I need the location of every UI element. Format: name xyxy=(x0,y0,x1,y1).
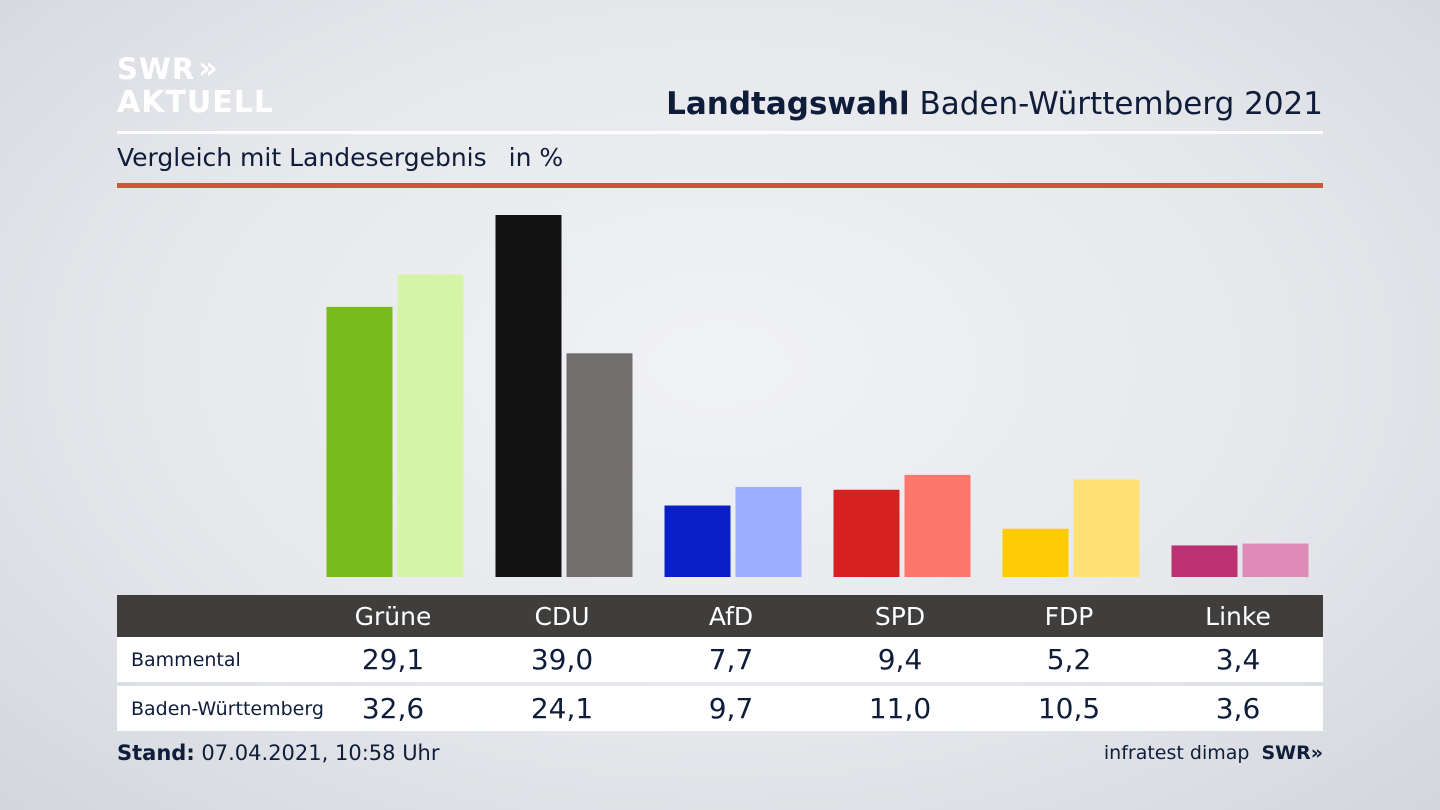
bar-fdp-landesergebnis xyxy=(1073,479,1140,577)
table-cell: 9,4 xyxy=(877,643,923,676)
accent-divider xyxy=(117,183,1323,188)
table-cell: 39,0 xyxy=(530,643,594,676)
swr-chevron-icon: » xyxy=(1310,742,1323,764)
row-label: Bammental xyxy=(131,648,241,671)
results-table: Grüne CDU AfD SPD FDP Linke Bammental 29… xyxy=(117,595,1323,731)
table-cell: 9,7 xyxy=(708,692,754,725)
bar-gruene-landesergebnis xyxy=(397,274,464,577)
swr-logo-text: SWR xyxy=(1261,742,1311,764)
bar-cdu-landesergebnis xyxy=(566,353,633,577)
table-row: Baden-Württemberg 32,6 24,1 9,7 11,0 10,… xyxy=(117,686,1323,731)
row-label: Baden-Württemberg xyxy=(131,697,324,720)
table-cell: 29,1 xyxy=(361,643,425,676)
swr-logo: SWR» xyxy=(1261,742,1323,764)
swr-aktuell-logo: SWR» AKTUELL xyxy=(117,54,274,118)
bar-spd-landesergebnis xyxy=(904,474,971,577)
table-cell: 7,7 xyxy=(708,643,754,676)
table-cell: 3,6 xyxy=(1215,692,1261,725)
table-cell: 10,5 xyxy=(1037,692,1101,725)
header-fdp: FDP xyxy=(1044,601,1094,631)
bar-spd-bammental xyxy=(833,489,900,577)
stand-label: Stand: xyxy=(117,741,195,765)
subtitle-label: Vergleich mit Landesergebnis xyxy=(117,143,487,172)
logo-line1: SWR xyxy=(117,51,196,86)
bar-afd-landesergebnis xyxy=(735,486,802,577)
table-cell: 32,6 xyxy=(361,692,425,725)
header-linke: Linke xyxy=(1205,601,1271,631)
title-rest: Baden-Württemberg 2021 xyxy=(919,86,1323,122)
source-name: infratest dimap xyxy=(1103,742,1250,764)
bar-linke-bammental xyxy=(1171,545,1238,577)
header-gruene: Grüne xyxy=(354,601,432,631)
table-row: Bammental 29,1 39,0 7,7 9,4 5,2 3,4 xyxy=(117,637,1323,682)
table-cell: 3,4 xyxy=(1215,643,1261,676)
header-cdu: CDU xyxy=(534,601,590,631)
bar-linke-landesergebnis xyxy=(1242,543,1309,577)
table-cell: 11,0 xyxy=(868,692,932,725)
bar-gruene-bammental xyxy=(326,306,393,577)
bar-afd-bammental xyxy=(664,505,731,577)
table-cell: 24,1 xyxy=(530,692,594,725)
bar-fdp-bammental xyxy=(1002,528,1069,577)
header-afd: AfD xyxy=(708,601,754,631)
timestamp: Stand: 07.04.2021, 10:58 Uhr xyxy=(117,741,440,765)
source-credit: infratest dimap SWR» xyxy=(1104,742,1323,764)
table-header: Grüne CDU AfD SPD FDP Linke xyxy=(117,595,1323,637)
title-divider xyxy=(117,131,1323,134)
page-title: Landtagswahl Baden-Württemberg 2021 xyxy=(666,86,1323,122)
bar-cdu-bammental xyxy=(495,215,562,577)
subtitle-unit: in % xyxy=(508,143,564,172)
table-cell: 5,2 xyxy=(1046,643,1092,676)
logo-line2: AKTUELL xyxy=(117,85,275,120)
subtitle: Vergleich mit Landesergebnis in % xyxy=(117,143,563,172)
stand-value: 07.04.2021, 10:58 Uhr xyxy=(201,741,440,765)
header-spd: SPD xyxy=(874,601,926,631)
title-bold: Landtagswahl xyxy=(666,86,910,122)
